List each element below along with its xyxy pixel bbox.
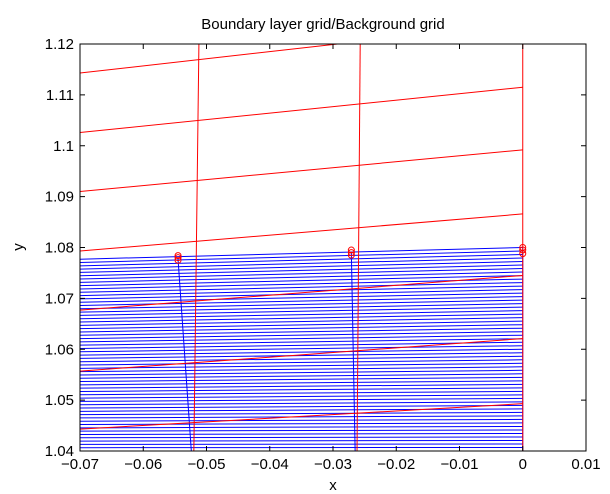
boundary-layer-line bbox=[80, 271, 523, 283]
boundary-layer-line bbox=[80, 257, 523, 270]
x-tick-label: −0.04 bbox=[251, 456, 289, 473]
x-axis-label: x bbox=[329, 477, 337, 494]
boundary-layer-vertical bbox=[350, 252, 356, 451]
y-tick-label: 1.08 bbox=[45, 240, 74, 257]
boundary-layer-line bbox=[80, 247, 523, 260]
boundary-layer-line bbox=[80, 338, 523, 346]
boundary-layer-line bbox=[80, 348, 523, 356]
background-grid-horizontal-line bbox=[80, 274, 523, 311]
boundary-layer-line bbox=[80, 383, 523, 389]
boundary-layer-line bbox=[80, 366, 523, 373]
boundary-layer-line bbox=[80, 289, 523, 300]
boundary-layer-line bbox=[80, 387, 523, 392]
plot-area bbox=[80, 44, 527, 451]
boundary-layer-line bbox=[80, 264, 523, 277]
boundary-layer-line bbox=[80, 352, 523, 359]
boundary-layer-line bbox=[80, 254, 523, 267]
circle-marker bbox=[174, 256, 182, 264]
boundary-layer-line bbox=[80, 380, 523, 386]
boundary-layer-line bbox=[80, 425, 523, 429]
background-grid-vertical-line bbox=[193, 44, 200, 451]
x-tick-label: 0.01 bbox=[571, 456, 600, 473]
boundary-layer-line bbox=[80, 422, 523, 426]
boundary-layer-line bbox=[80, 376, 523, 383]
circle-marker bbox=[347, 249, 355, 257]
boundary-layer-line bbox=[80, 341, 523, 349]
boundary-layer-line bbox=[80, 327, 523, 336]
y-tick-label: 1.11 bbox=[46, 87, 74, 104]
x-tick-label: −0.06 bbox=[124, 456, 162, 473]
y-tick-label: 1.04 bbox=[45, 443, 74, 460]
boundary-layer-line bbox=[80, 334, 523, 343]
boundary-layer-line bbox=[80, 432, 523, 435]
x-tick-label: −0.01 bbox=[441, 456, 479, 473]
boundary-layer-line bbox=[80, 397, 523, 402]
chart-title: Boundary layer grid/Background grid bbox=[201, 16, 444, 33]
y-tick-label: 1.06 bbox=[45, 341, 74, 358]
y-tick-label: 1.09 bbox=[45, 189, 74, 206]
circle-marker bbox=[347, 251, 355, 259]
background-grid-horizontal-line bbox=[80, 338, 523, 372]
background-grid-horizontal-line bbox=[80, 213, 523, 252]
boundary-layer-line bbox=[80, 250, 523, 264]
boundary-layer-line bbox=[80, 320, 523, 330]
boundary-layer-line bbox=[80, 310, 523, 320]
boundary-layer-line bbox=[80, 285, 523, 297]
circle-marker bbox=[519, 250, 527, 258]
x-tick-label: −0.07 bbox=[61, 456, 99, 473]
boundary-layer-vertical bbox=[177, 259, 192, 451]
y-tick-label: 1.12 bbox=[45, 36, 74, 53]
boundary-layer-line bbox=[80, 362, 523, 369]
y-axis-label: y bbox=[10, 243, 27, 251]
boundary-layer-line bbox=[80, 299, 523, 310]
boundary-layer-line bbox=[80, 436, 523, 439]
background-grid-horizontal-line bbox=[80, 403, 523, 430]
circle-marker bbox=[174, 254, 182, 262]
boundary-layer-line bbox=[80, 331, 523, 340]
boundary-layer-line bbox=[80, 411, 523, 416]
boundary-layer-line bbox=[80, 390, 523, 396]
axes: −0.07 −0.06 −0.05 −0.04 −0.03 −0.02 −0.01 0 0.01… bbox=[45, 36, 601, 473]
y-tick-label: 1.05 bbox=[45, 392, 74, 409]
boundary-layer-line bbox=[80, 418, 523, 422]
boundary-layer-line bbox=[80, 439, 523, 442]
background-grid-horizontal-line bbox=[80, 149, 523, 193]
circle-marker bbox=[347, 246, 355, 254]
boundary-layer-line bbox=[80, 275, 523, 287]
x-tick-label: −0.03 bbox=[314, 456, 352, 473]
boundary-layer-line bbox=[80, 394, 523, 399]
boundary-layer-line bbox=[80, 429, 523, 432]
boundary-layer-line bbox=[80, 292, 523, 303]
boundary-layer-line bbox=[80, 317, 523, 326]
circle-marker bbox=[519, 246, 527, 254]
circle-marker bbox=[174, 252, 182, 260]
boundary-layer-line bbox=[80, 278, 523, 290]
boundary-layer-line bbox=[80, 303, 523, 313]
boundary-layer-line bbox=[80, 313, 523, 323]
boundary-layer-line bbox=[80, 345, 523, 353]
background-grid-horizontal-line bbox=[80, 86, 523, 134]
background-grid-horizontal-line bbox=[80, 44, 342, 74]
boundary-layer-line bbox=[80, 261, 523, 273]
boundary-layer-line bbox=[80, 324, 523, 333]
x-tick-label: 0 bbox=[519, 456, 527, 473]
y-tick-label: 1.07 bbox=[45, 290, 74, 307]
boundary-layer-line bbox=[80, 282, 523, 293]
boundary-layer-line bbox=[80, 404, 523, 409]
boundary-layer-line bbox=[80, 373, 523, 379]
y-tick-label: 1.1 bbox=[53, 138, 74, 155]
boundary-layer-line bbox=[80, 359, 523, 366]
boundary-layer-line bbox=[80, 415, 523, 419]
boundary-layer-line bbox=[80, 306, 523, 316]
x-tick-label: −0.05 bbox=[188, 456, 226, 473]
background-grid-vertical-line bbox=[356, 44, 361, 451]
boundary-layer-line bbox=[80, 268, 523, 280]
x-tick-label: −0.02 bbox=[377, 456, 415, 473]
boundary-layer-line bbox=[80, 369, 523, 376]
boundary-layer-line bbox=[80, 401, 523, 406]
boundary-layer-line bbox=[80, 408, 523, 412]
boundary-layer-line bbox=[80, 355, 523, 363]
